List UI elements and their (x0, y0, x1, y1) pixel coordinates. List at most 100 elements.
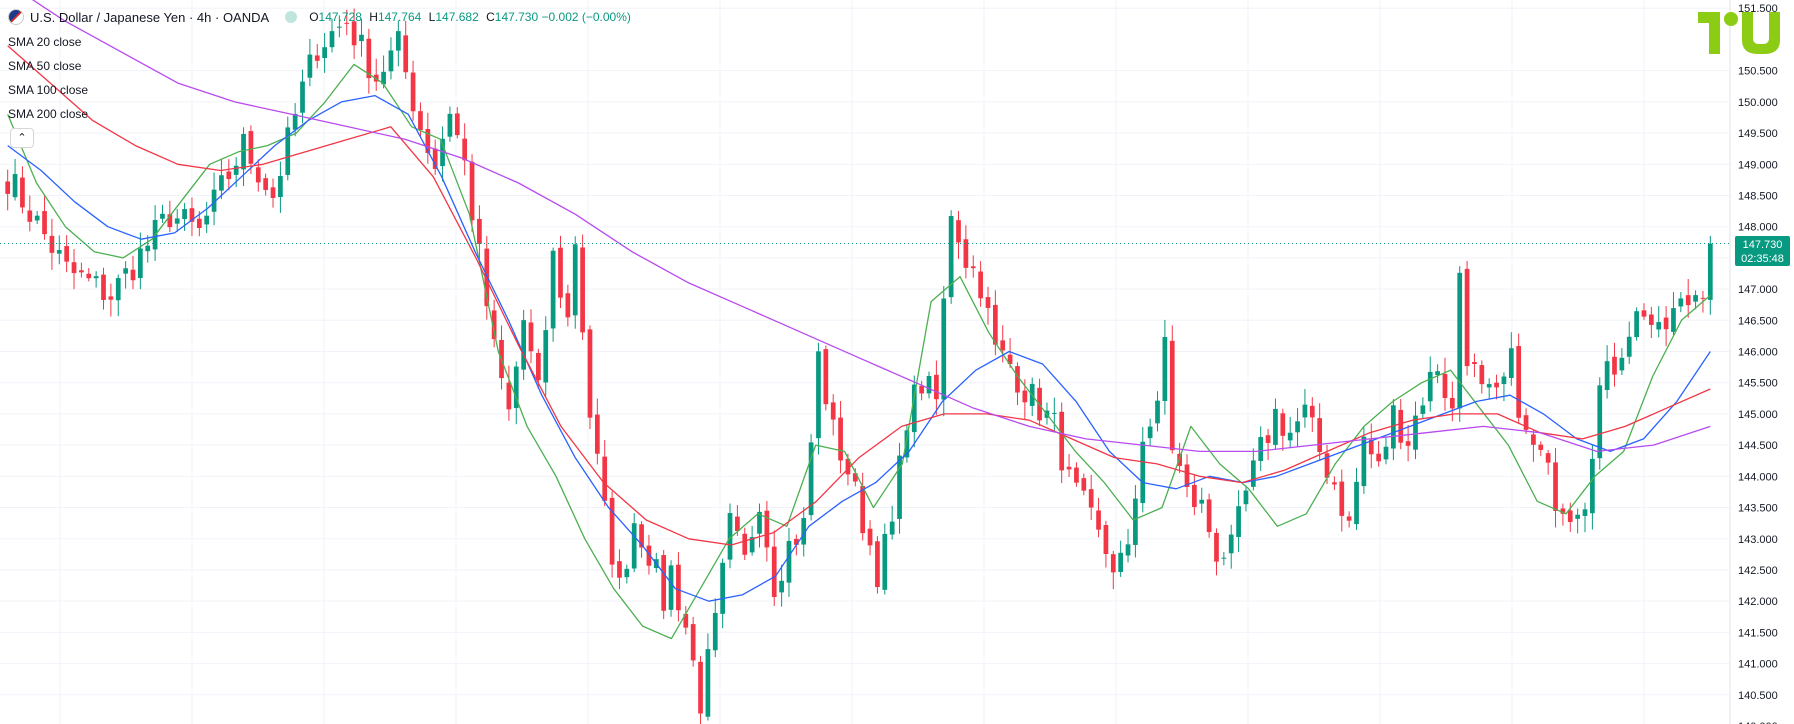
candle[interactable] (904, 424, 910, 463)
candle[interactable] (145, 235, 151, 263)
candle[interactable] (1656, 306, 1662, 338)
candle[interactable] (1309, 397, 1315, 433)
candle[interactable] (757, 503, 762, 548)
candle[interactable] (1250, 448, 1256, 491)
candle[interactable] (1155, 391, 1160, 432)
candle[interactable] (1707, 235, 1713, 315)
candle[interactable] (1169, 325, 1175, 454)
candle[interactable] (1015, 362, 1020, 406)
candle[interactable] (617, 549, 622, 590)
candle[interactable] (823, 345, 829, 411)
candle[interactable] (484, 236, 490, 320)
candle[interactable] (344, 9, 350, 36)
candle[interactable] (1110, 550, 1116, 590)
candle[interactable] (1258, 426, 1264, 472)
candle[interactable] (1442, 357, 1448, 411)
candle[interactable] (889, 505, 895, 540)
candle[interactable] (1368, 423, 1374, 469)
candle[interactable] (1081, 473, 1087, 496)
candle[interactable] (978, 261, 983, 307)
candle[interactable] (838, 400, 843, 474)
candle[interactable] (609, 491, 615, 578)
candle[interactable] (182, 202, 187, 231)
candle[interactable] (1096, 497, 1101, 538)
candle[interactable] (388, 37, 394, 80)
candle[interactable] (1420, 397, 1426, 420)
candle[interactable] (1376, 440, 1381, 467)
candle[interactable] (1074, 462, 1079, 487)
candle[interactable] (948, 210, 954, 304)
candle[interactable] (425, 112, 431, 164)
candle[interactable] (1545, 449, 1551, 475)
candle[interactable] (690, 616, 696, 667)
indicator-sma50-label[interactable]: SMA 50 close (8, 59, 82, 73)
candle[interactable] (123, 261, 128, 289)
candle[interactable] (1199, 487, 1205, 513)
candle[interactable] (970, 255, 976, 278)
candle[interactable] (1221, 551, 1227, 566)
candle[interactable] (160, 204, 165, 223)
candle[interactable] (79, 262, 84, 278)
candle[interactable] (1663, 306, 1669, 347)
candle[interactable] (897, 442, 902, 534)
candle[interactable] (403, 20, 409, 79)
candle[interactable] (337, 15, 342, 38)
candle[interactable] (572, 236, 578, 329)
candle[interactable] (550, 247, 556, 342)
candle[interactable] (42, 196, 47, 240)
candle[interactable] (137, 232, 143, 290)
candle[interactable] (882, 523, 888, 595)
candle[interactable] (174, 208, 180, 233)
candle[interactable] (130, 255, 136, 290)
candle[interactable] (1626, 321, 1632, 364)
candle[interactable] (521, 309, 526, 380)
candle[interactable] (528, 309, 534, 364)
symbol-title[interactable]: U.S. Dollar / Japanese Yen · 4h · OANDA (30, 9, 270, 25)
candle[interactable] (941, 286, 947, 417)
candle[interactable] (1243, 485, 1249, 512)
candle[interactable] (683, 606, 689, 635)
candle[interactable] (1693, 290, 1698, 310)
candle[interactable] (1332, 476, 1337, 490)
candle[interactable] (1405, 424, 1411, 462)
candle[interactable] (108, 283, 114, 317)
candle[interactable] (12, 158, 18, 201)
candle[interactable] (1295, 408, 1300, 448)
candle[interactable] (1051, 397, 1057, 431)
candle[interactable] (1287, 416, 1293, 449)
series-line-sma100[interactable] (7, 45, 1711, 546)
candle[interactable] (1678, 292, 1684, 313)
candle[interactable] (1000, 325, 1006, 363)
candle[interactable] (432, 139, 438, 175)
candle[interactable] (1671, 292, 1676, 337)
candle[interactable] (1184, 454, 1190, 498)
candle[interactable] (314, 44, 320, 69)
candle[interactable] (735, 505, 740, 536)
candle[interactable] (1531, 429, 1536, 462)
candle[interactable] (278, 161, 283, 213)
candle[interactable] (1560, 503, 1566, 526)
candle[interactable] (27, 195, 33, 232)
candle[interactable] (1339, 469, 1345, 532)
candle[interactable] (727, 503, 733, 569)
candle[interactable] (359, 18, 364, 57)
candle[interactable] (705, 633, 711, 721)
candle[interactable] (93, 271, 99, 288)
candle[interactable] (742, 527, 748, 561)
candle[interactable] (860, 472, 866, 541)
candle[interactable] (1508, 332, 1514, 386)
candle[interactable] (1619, 348, 1625, 376)
candle[interactable] (506, 365, 512, 421)
candle[interactable] (1449, 381, 1455, 422)
candle[interactable] (1597, 377, 1603, 470)
candle[interactable] (1523, 408, 1529, 435)
candle[interactable] (1435, 364, 1440, 384)
candle[interactable] (1486, 378, 1492, 399)
candle[interactable] (1236, 490, 1241, 553)
candle[interactable] (1317, 403, 1323, 461)
series-line-sma50[interactable] (7, 94, 1711, 602)
candle[interactable] (963, 225, 969, 279)
candle[interactable] (513, 361, 519, 425)
candle[interactable] (1280, 408, 1286, 451)
candle[interactable] (1612, 342, 1617, 387)
